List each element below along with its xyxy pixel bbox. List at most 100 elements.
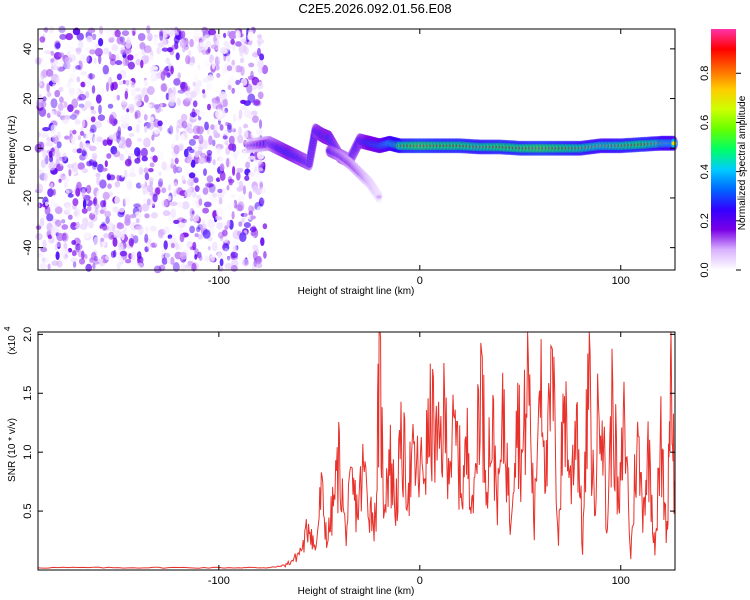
noise-speck xyxy=(85,184,92,194)
noise-speck xyxy=(157,42,164,48)
noise-speck xyxy=(122,80,126,85)
noise-speck xyxy=(232,166,236,176)
noise-speck xyxy=(242,150,248,158)
noise-speck xyxy=(91,251,97,261)
noise-speck xyxy=(129,214,137,219)
noise-speck xyxy=(58,58,65,67)
noise-speck xyxy=(243,222,251,228)
snr-x-axis-title: Height of straight line (km) xyxy=(298,586,415,597)
spectrogram-y-tick-label: -20 xyxy=(22,190,34,206)
noise-speck xyxy=(38,81,45,89)
noise-speck xyxy=(121,87,126,93)
noise-speck xyxy=(41,100,47,108)
noise-speck xyxy=(204,255,210,262)
noise-speck xyxy=(181,201,190,210)
snr-frame xyxy=(37,331,676,571)
noise-speck xyxy=(145,103,153,108)
spectrogram-y-ticks: -40 -20 0 20 40 xyxy=(22,43,675,256)
noise-speck xyxy=(127,54,134,61)
noise-speck xyxy=(116,73,122,81)
noise-speck xyxy=(65,33,73,41)
noise-speck xyxy=(76,214,82,220)
noise-speck xyxy=(42,127,50,132)
noise-speck xyxy=(197,120,204,127)
noise-speck xyxy=(163,226,170,235)
noise-speck xyxy=(52,83,56,90)
noise-speck xyxy=(137,262,144,269)
snr-x-tick-label: -100 xyxy=(208,575,230,587)
noise-speck xyxy=(56,141,62,149)
noise-speck xyxy=(256,38,264,45)
colorbar-tick-label: 0.4 xyxy=(699,164,711,179)
noise-speck xyxy=(257,91,264,100)
noise-speck xyxy=(112,81,118,91)
noise-speck xyxy=(56,68,62,78)
noise-speck xyxy=(59,33,67,40)
noise-speck xyxy=(210,197,218,203)
noise-speck xyxy=(219,258,224,267)
noise-speck xyxy=(167,237,176,247)
noise-speck xyxy=(110,145,118,155)
noise-speck xyxy=(92,263,96,270)
noise-speck xyxy=(189,207,195,218)
noise-speck xyxy=(81,250,85,260)
noise-speck xyxy=(42,149,47,159)
noise-speck xyxy=(68,86,75,96)
noise-speck xyxy=(46,136,52,142)
noise-speck xyxy=(208,28,217,36)
noise-speck xyxy=(127,126,133,131)
noise-speck xyxy=(132,235,139,244)
noise-speck xyxy=(45,201,49,206)
noise-speck xyxy=(104,210,112,218)
noise-speck xyxy=(101,221,106,227)
noise-speck xyxy=(113,118,118,125)
noise-speck xyxy=(211,99,220,110)
noise-speck xyxy=(193,86,199,93)
noise-speck xyxy=(124,158,132,167)
noise-speck xyxy=(150,146,155,153)
noise-speck xyxy=(192,81,196,87)
noise-speck xyxy=(180,113,188,122)
noise-speck xyxy=(78,103,85,108)
noise-speck xyxy=(64,135,70,140)
noise-speck xyxy=(40,60,49,68)
noise-speck xyxy=(155,187,161,195)
noise-speck xyxy=(95,172,101,178)
noise-speck xyxy=(57,66,65,72)
noise-speck xyxy=(197,145,203,154)
noise-speck xyxy=(197,64,201,71)
noise-speck xyxy=(188,62,196,69)
noise-speck xyxy=(161,199,168,208)
noise-speck xyxy=(203,201,212,208)
noise-speck xyxy=(78,39,84,49)
noise-speck xyxy=(172,138,181,148)
noise-speck xyxy=(150,73,157,82)
noise-speck xyxy=(136,52,143,57)
noise-speck xyxy=(147,243,152,251)
noise-speck xyxy=(141,156,148,162)
noise-speck xyxy=(60,247,66,257)
noise-speck xyxy=(53,110,62,116)
noise-speck xyxy=(215,64,220,71)
noise-speck xyxy=(213,40,220,50)
noise-speck xyxy=(78,93,87,101)
noise-speck xyxy=(207,47,211,53)
noise-speck xyxy=(159,31,164,41)
noise-speck xyxy=(91,33,97,40)
noise-speck xyxy=(48,26,55,34)
noise-speck xyxy=(98,54,102,65)
noise-speck xyxy=(235,30,241,39)
noise-speck xyxy=(239,232,247,243)
noise-speck xyxy=(108,51,112,58)
noise-speck xyxy=(258,178,265,183)
noise-speck xyxy=(184,189,192,198)
noise-speck xyxy=(212,159,216,166)
noise-speck xyxy=(75,187,81,197)
noise-speck xyxy=(221,253,227,261)
noise-speck xyxy=(120,171,125,178)
noise-speck xyxy=(105,255,111,261)
noise-speck xyxy=(50,98,58,109)
noise-speck xyxy=(244,180,252,188)
noise-speck xyxy=(70,222,77,227)
noise-speck xyxy=(259,198,265,205)
